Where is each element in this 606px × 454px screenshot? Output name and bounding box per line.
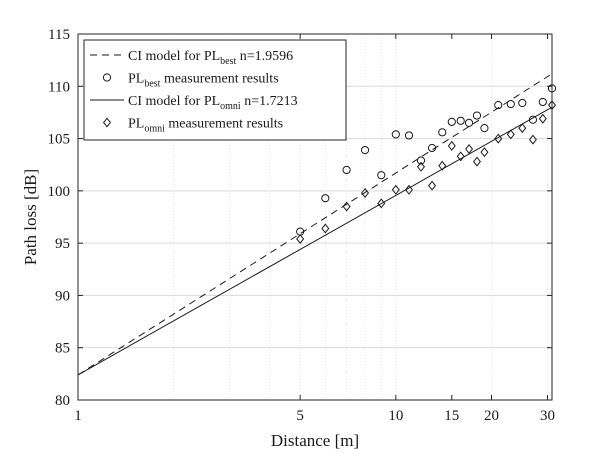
pl-omni-point [494,133,503,144]
pl-omni-point [518,123,527,134]
legend: CI model for PLbest n=1.9596 PLbest measu… [83,39,347,141]
legend-diamond-marker-swatch [102,117,112,128]
pl-best-point [404,131,414,140]
legend-entry-label: PLomni measurement results [128,117,283,135]
pl-omni-point [506,129,515,140]
pl-best-point [480,124,489,133]
x-tick-label: 5 [296,408,304,424]
data-series [77,73,557,376]
ci-model-best-line [77,73,553,376]
pl-best-point [321,194,330,203]
legend-circle-marker-swatch [102,73,112,82]
pl-best-point [464,118,474,127]
pl-best-point [518,98,527,108]
pl-omni-point [416,161,425,172]
pl-omni-point [447,140,456,151]
pl-omni-point [438,160,447,171]
x-tick-label: 15 [444,408,459,424]
pl-omni-point [528,134,537,145]
legend-box [83,39,347,141]
pl-best-point [456,116,465,125]
pl-best-point [377,171,386,180]
legend-entry-label: CI model for PLomni n=1.7213 [128,94,298,112]
y-tick-label: 80 [55,393,70,409]
y-tick-label: 115 [48,27,70,43]
pl-omni-point [456,151,465,162]
pl-omni-point [538,113,547,124]
x-axis-ticks: 1 5 10 15 20 30 [74,34,555,424]
pl-omni-point [391,184,400,195]
y-tick-label: 105 [48,132,71,148]
y-axis-title: Path loss [dB] [21,169,40,265]
pl-best-point [416,156,426,165]
pl-omni-point [465,144,474,155]
legend-entry-label: CI model for PLbest n=1.9596 [128,49,293,67]
pl-best-point [438,128,447,137]
y-tick-label: 90 [55,288,70,304]
pl-omni-point [480,147,489,158]
pl-best-point [472,111,482,120]
y-tick-label: 95 [55,236,70,252]
pl-best-point [360,145,370,155]
y-tick-label: 85 [55,341,70,357]
pl-best-point [538,97,547,107]
x-tick-label: 1 [74,408,82,424]
y-tick-label: 100 [48,184,71,200]
pl-omni-point [377,198,386,209]
pl-omni-point [428,180,437,191]
pl-best-point [506,99,515,109]
y-axis-ticks: 80 85 90 95 100 105 110 115 [48,27,552,409]
pl-best-point [342,165,351,175]
x-tick-label: 30 [540,408,555,424]
pl-best-point [391,130,400,139]
x-tick-label: 20 [484,408,499,424]
plot-frame [77,33,553,401]
ci-model-omni-line [77,106,553,376]
x-axis-title: Distance [m] [271,431,359,450]
pl-omni-point [404,184,413,195]
pl-omni-point [361,187,370,198]
pl-best-point [494,101,503,110]
pl-omni-point [321,223,330,234]
pl-omni-point [342,201,351,212]
pl-omni-point [472,156,481,167]
legend-entry-label: PLbest measurement results [128,72,279,90]
pl-best-point [447,117,456,126]
pl-best-point [427,143,437,153]
pl-omni-point [296,233,305,244]
y-tick-label: 110 [48,79,70,95]
x-tick-label: 10 [388,408,403,424]
